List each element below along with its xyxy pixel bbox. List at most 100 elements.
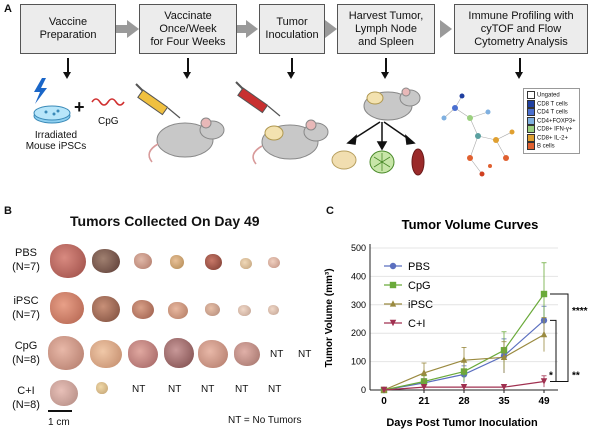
no-tumor-label: NT xyxy=(270,349,284,360)
tumor-sample xyxy=(134,253,152,269)
plus-sign: + xyxy=(74,97,85,117)
data-point xyxy=(540,290,548,298)
branch-arrows xyxy=(346,121,416,151)
tumor-organ-icon xyxy=(331,150,357,170)
down-arrow-line xyxy=(385,58,387,72)
significance-label: **** xyxy=(572,306,588,317)
panel-b-label: B xyxy=(4,205,12,217)
no-tumor-label: NT xyxy=(132,384,146,395)
cpg-label: CpG xyxy=(98,116,119,127)
tumor-sample xyxy=(168,302,188,319)
flow-arrow-stem xyxy=(237,25,247,33)
tumor-sample xyxy=(96,382,108,394)
legend-label: CpG xyxy=(408,280,431,292)
swatch xyxy=(527,108,535,117)
petri-dish-icon xyxy=(33,105,71,124)
panel-a-illustrations xyxy=(33,78,515,177)
legend-item: B cells xyxy=(527,142,576,151)
down-arrow-line xyxy=(67,58,69,72)
panel-b-title: Tumors Collected On Day 49 xyxy=(70,213,260,229)
step-label: Immune Profiling with cyTOF and Flow Cyt… xyxy=(468,9,574,48)
scale-bar xyxy=(48,410,72,412)
row-label-pbs: PBS (N=7) xyxy=(6,246,46,274)
tumor-sample xyxy=(238,305,251,316)
spleen-icon xyxy=(411,148,425,176)
row-name: PBS xyxy=(14,247,37,259)
tumor-sample xyxy=(170,255,184,269)
data-point xyxy=(420,369,428,376)
row-label-ipsc: iPSC (N=7) xyxy=(6,294,46,322)
chart-title: Tumor Volume Curves xyxy=(402,217,539,232)
mouse-icon xyxy=(148,117,225,163)
legend-item: CD8+ IL-2+ xyxy=(527,133,576,143)
data-point xyxy=(420,383,428,391)
data-point xyxy=(500,353,508,360)
down-arrow-line xyxy=(291,58,293,72)
no-tumor-label: NT xyxy=(235,384,249,395)
significance-label: ** xyxy=(572,371,580,382)
flow-arrow-icon xyxy=(246,20,258,38)
mouse-icon xyxy=(363,87,421,121)
legend-item: CD4 T cells xyxy=(527,108,576,117)
bracket-pbs-ci xyxy=(550,319,557,382)
tumor-sample xyxy=(268,305,279,315)
y-tick-label: 100 xyxy=(351,357,366,367)
legend-label: CD8+ IFN-γ+ xyxy=(537,126,573,133)
syringe-icon xyxy=(235,81,281,117)
step-label: Vaccine Preparation xyxy=(39,16,97,41)
legend-marker xyxy=(389,319,397,327)
tumor-sample xyxy=(240,258,252,269)
data-point xyxy=(380,386,388,394)
series-c-i xyxy=(380,375,548,394)
mouse-icon xyxy=(252,119,329,165)
flow-arrow-icon xyxy=(325,20,337,38)
legend-label: CD8+ IL-2+ xyxy=(537,135,569,142)
y-tick-label: 500 xyxy=(351,243,366,253)
legend-label: PBS xyxy=(408,261,430,273)
tumor-sample xyxy=(164,338,194,368)
row-name: iPSC xyxy=(13,295,39,307)
chart-legend: PBS CpG iPSC C+I xyxy=(384,261,433,330)
legend-item: Ungated xyxy=(527,91,576,100)
tumor-sample xyxy=(234,342,260,366)
scale-bar-label: 1 cm xyxy=(48,417,70,428)
no-tumor-label: NT xyxy=(298,349,312,360)
series-cpg xyxy=(380,262,548,394)
swatch xyxy=(527,116,535,125)
y-tick-label: 400 xyxy=(351,271,366,281)
swatch xyxy=(527,125,535,134)
tumor-sample xyxy=(205,303,220,316)
row-label-cpg: CpG (N=8) xyxy=(6,339,46,367)
cell-type-legend: Ungated CD8 T cells CD4 T cells CD4+FOXP… xyxy=(523,88,580,155)
down-arrow-icon xyxy=(63,72,71,79)
legend-label: CD4+FOXP3+ xyxy=(537,118,576,125)
y-tick-label: 0 xyxy=(361,385,366,395)
row-n: (N=8) xyxy=(12,354,40,366)
axes: 0 100 200 300 400 500 0 21 28 35 49 xyxy=(351,243,558,407)
legend-marker xyxy=(389,300,397,307)
data-point xyxy=(460,356,468,363)
tumor-sample xyxy=(128,340,158,368)
legend-label: iPSC xyxy=(408,299,433,311)
step-vaccinate: Vaccinate Once/Week for Four Weeks xyxy=(139,4,237,54)
series-layer xyxy=(380,262,548,394)
down-arrow-icon xyxy=(287,72,295,79)
tumor-sample xyxy=(50,244,86,278)
down-arrow-icon xyxy=(183,72,191,79)
syringe-icon xyxy=(135,83,181,119)
panel-a-label: A xyxy=(4,3,12,15)
row-n: (N=7) xyxy=(12,261,40,273)
tumor-sample xyxy=(48,336,84,370)
cpg-dna-icon xyxy=(91,98,125,106)
y-tick-label: 200 xyxy=(351,328,366,338)
data-point xyxy=(540,330,548,338)
x-tick-label: 21 xyxy=(418,396,430,407)
legend-marker xyxy=(389,281,397,289)
tumor-sample xyxy=(205,254,222,270)
tumor-sample xyxy=(92,249,120,273)
x-tick-label: 28 xyxy=(458,396,470,407)
down-arrow-icon xyxy=(381,72,389,79)
down-arrow-icon xyxy=(515,72,523,79)
significance-label: * xyxy=(549,371,553,382)
bracket-cpg-ci xyxy=(550,293,569,382)
